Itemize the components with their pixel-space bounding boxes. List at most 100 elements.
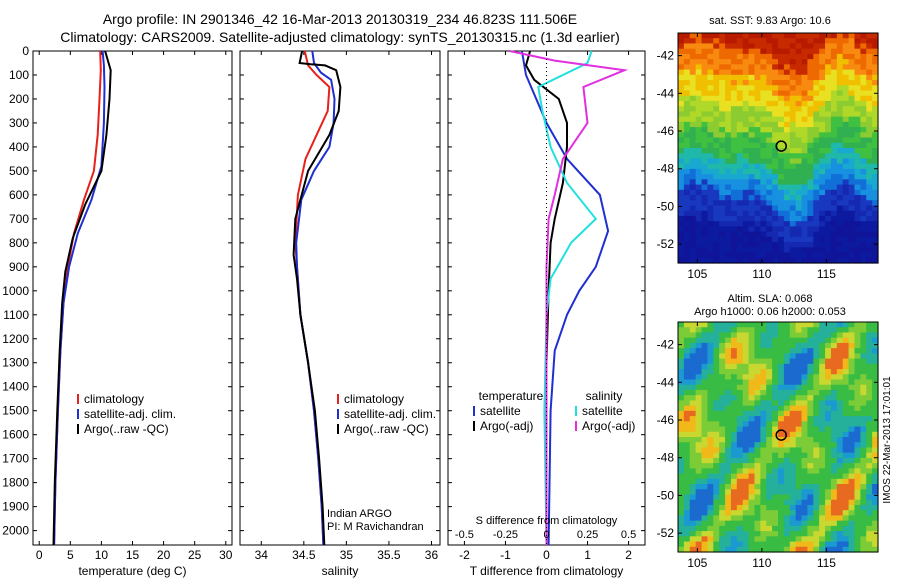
heatmap-cell [725, 90, 732, 97]
heatmap-cell [795, 468, 803, 475]
heatmap-cell [725, 405, 732, 412]
heatmap-cell [772, 231, 779, 238]
heatmap-cell [807, 332, 814, 339]
heatmap-cell [801, 442, 809, 449]
heatmap-cell [778, 205, 785, 212]
heatmap-cell [725, 111, 732, 118]
heatmap-cell [848, 457, 856, 464]
heatmap-cell [689, 69, 697, 76]
heatmap-cell [725, 195, 732, 201]
heatmap-cell [836, 127, 844, 133]
heatmap-cell [730, 116, 738, 123]
heatmap-cell [813, 348, 820, 354]
heatmap-cell [813, 342, 820, 349]
series-line-argo-raw-qc- [292, 50, 342, 546]
heatmap-cell [707, 231, 714, 238]
heatmap-cell [772, 452, 779, 459]
heatmap-cell [678, 179, 685, 186]
heatmap-cell [748, 33, 756, 39]
heatmap-cell [689, 395, 697, 402]
heatmap-cell [766, 200, 773, 207]
heatmap-cell [754, 189, 761, 196]
heatmap-cell [836, 400, 844, 407]
heatmap-cell [730, 148, 738, 154]
heatmap-cell [783, 148, 791, 154]
heatmap-cell [789, 327, 797, 334]
heatmap-cell [866, 546, 873, 553]
heatmap-cell [707, 90, 714, 97]
heatmap-cell [772, 111, 779, 118]
heatmap-cell [707, 215, 714, 222]
heatmap-cell [736, 322, 744, 328]
heatmap-cell [725, 525, 732, 532]
heatmap-cell [801, 195, 809, 201]
heatmap-cell [807, 536, 814, 543]
heatmap-cell [807, 106, 814, 113]
heatmap-cell [836, 53, 844, 60]
heatmap-cell [695, 348, 703, 354]
heatmap-cell [678, 416, 685, 422]
heatmap-cell [736, 395, 744, 402]
heatmap-cell [736, 127, 744, 133]
heatmap-cell [766, 384, 773, 391]
heatmap-cell [860, 142, 867, 149]
heatmap-cell [707, 405, 714, 412]
heatmap-cell [748, 421, 756, 428]
heatmap-cell [707, 353, 714, 360]
heatmap-cell [683, 525, 691, 532]
heatmap-cell [825, 189, 832, 196]
heatmap-cell [872, 322, 879, 328]
heatmap-cell [848, 348, 856, 354]
heatmap-cell [742, 252, 750, 259]
heatmap-cell [819, 64, 826, 71]
heatmap-cell [819, 369, 826, 375]
heatmap-cell [854, 80, 861, 86]
heatmap-cell [854, 69, 861, 76]
heatmap-cell [825, 358, 832, 365]
heatmap-cell [736, 33, 744, 39]
heatmap-cell [701, 148, 709, 154]
heatmap-cell [848, 59, 856, 65]
heatmap-cell [801, 200, 809, 207]
heatmap-cell [689, 437, 697, 443]
heatmap-cell [748, 457, 756, 464]
heatmap-cell [725, 252, 732, 259]
heatmap-cell [713, 100, 720, 107]
heatmap-cell [754, 205, 761, 212]
heatmap-cell [860, 384, 867, 391]
heatmap-cell [754, 410, 761, 417]
heatmap-cell [683, 100, 691, 107]
heatmap-cell [725, 426, 732, 433]
heatmap-cell [783, 189, 791, 196]
heatmap-cell [713, 546, 720, 553]
depth-tick-label: 1800 [2, 476, 29, 490]
heatmap-cell [754, 59, 761, 65]
depth-tick-label: 100 [9, 68, 29, 82]
heatmap-cell [860, 90, 867, 97]
heatmap-cell [719, 53, 726, 60]
heatmap-cell [825, 531, 832, 537]
heatmap-cell [789, 153, 797, 160]
heatmap-cell [695, 374, 703, 381]
heatmap-cell [830, 195, 838, 201]
heatmap-cell [730, 257, 738, 264]
heatmap-cell [807, 184, 814, 191]
heatmap-cell [678, 332, 685, 339]
heatmap-cell [813, 410, 820, 417]
heatmap-cell [825, 100, 832, 107]
heatmap-cell [730, 322, 738, 328]
heatmap-cell [783, 90, 791, 97]
heatmap-cell [783, 437, 791, 443]
heatmap-cell [807, 236, 814, 243]
heatmap-cell [860, 494, 867, 501]
heatmap-cell [772, 69, 779, 76]
heatmap-cell [719, 437, 726, 443]
heatmap-cell [848, 489, 856, 496]
heatmap-cell [866, 531, 873, 537]
heatmap-cell [795, 342, 803, 349]
heatmap-cell [760, 111, 767, 118]
heatmap-cell [866, 53, 873, 60]
heatmap-cell [854, 525, 861, 532]
heatmap-cell [813, 142, 820, 149]
heatmap-cell [801, 226, 809, 233]
